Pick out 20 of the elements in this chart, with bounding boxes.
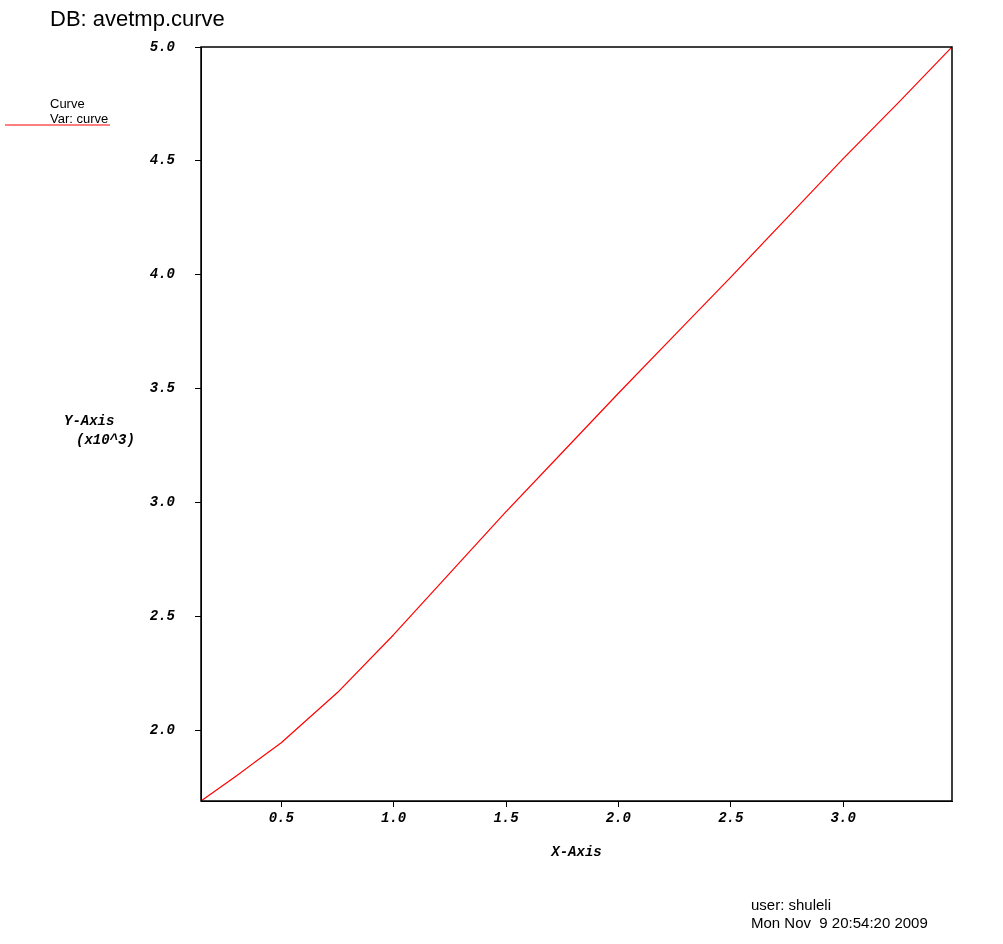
y-tick-label: 4.0 bbox=[149, 266, 175, 283]
y-tick-label: 5.0 bbox=[149, 38, 175, 55]
text: Mon Nov 9 20:54:20 2009 bbox=[751, 914, 928, 932]
x-tick-label: 1.5 bbox=[493, 809, 520, 826]
x-axis-title: X-Axis bbox=[550, 844, 602, 861]
y-tick-label: 2.5 bbox=[149, 608, 176, 625]
x-tick-label: 2.5 bbox=[718, 809, 745, 826]
x-tick-label: 1.0 bbox=[381, 809, 407, 826]
x-tick-label: 0.5 bbox=[268, 809, 295, 826]
legend-title: Curve bbox=[50, 95, 85, 111]
y-tick-label: 3.5 bbox=[149, 380, 176, 397]
y-tick-label: 4.5 bbox=[149, 152, 176, 169]
text: Var: curve bbox=[50, 110, 109, 126]
y-axis-title: Y-Axis (x10^3) bbox=[64, 412, 135, 448]
y-tick-label: 2.0 bbox=[149, 721, 175, 738]
text: user: shuleli bbox=[751, 896, 832, 914]
x-tick-label: 2.0 bbox=[605, 809, 632, 826]
x-tick-label: 3.0 bbox=[830, 809, 856, 826]
y-tick-label: 3.0 bbox=[149, 494, 175, 511]
chart-title: DB: avetmp.curve bbox=[50, 6, 225, 32]
